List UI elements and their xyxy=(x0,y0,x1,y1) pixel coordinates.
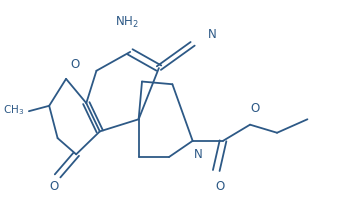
Text: CH$_3$: CH$_3$ xyxy=(2,103,24,117)
Text: O: O xyxy=(50,180,59,193)
Text: O: O xyxy=(250,102,259,115)
Text: N: N xyxy=(194,148,203,161)
Text: O: O xyxy=(70,58,80,71)
Text: N: N xyxy=(208,28,216,41)
Text: O: O xyxy=(215,180,224,193)
Text: NH$_2$: NH$_2$ xyxy=(115,15,139,30)
